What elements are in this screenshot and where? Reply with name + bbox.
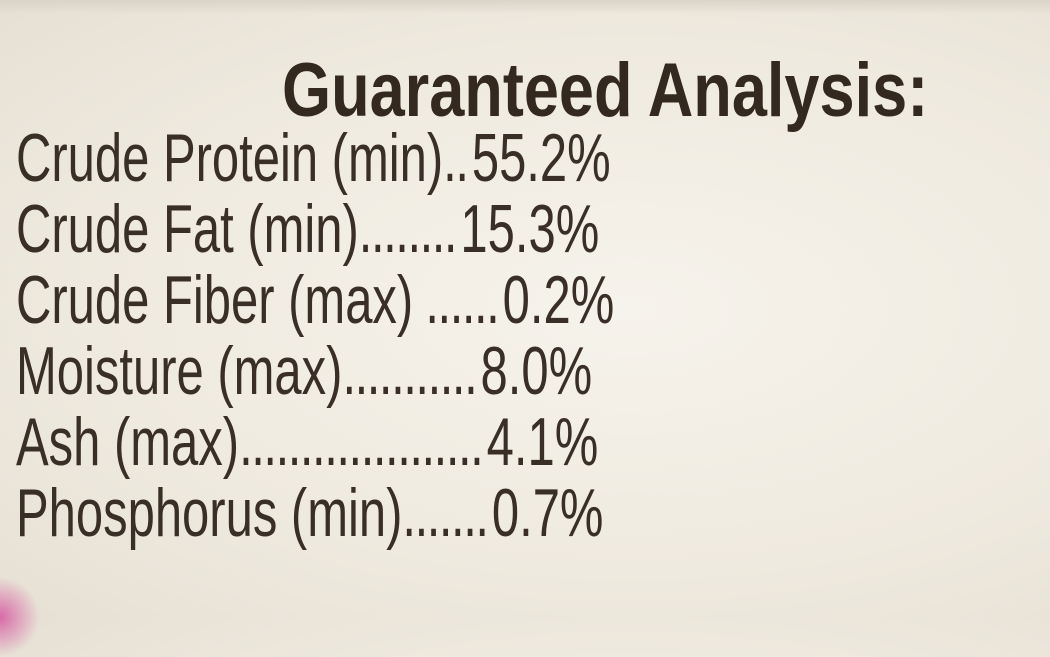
nutrient-value: 8.0%	[480, 333, 593, 409]
nutrient-name: Phosphorus (min)	[16, 475, 403, 551]
analysis-row-crude-fat: Crude Fat (min)........15.3%	[16, 195, 599, 263]
nutrient-value: 4.1%	[486, 404, 599, 480]
analysis-row-crude-fiber: Crude Fiber (max) ......0.2%	[16, 266, 614, 334]
analysis-row-crude-protein: Crude Protein (min)..55.2%	[16, 124, 611, 192]
nutrient-name: Crude Fiber (max)	[16, 262, 414, 338]
analysis-row-phosphorus: Phosphorus (min).......0.7%	[16, 479, 603, 547]
leader-dots: ..	[443, 120, 469, 196]
leader-dots: .......	[402, 475, 489, 551]
nutrient-name: Moisture (max)	[16, 333, 343, 409]
leader-dots: ....................	[239, 404, 484, 480]
analysis-row-moisture: Moisture (max)...........8.0%	[16, 337, 592, 405]
nutrient-name: Crude Protein (min)	[16, 120, 444, 196]
label-top-edge	[0, 0, 1050, 14]
leader-dots: ......	[413, 262, 499, 338]
nutrient-name: Ash (max)	[16, 404, 240, 480]
nutrient-value: 15.3%	[460, 191, 600, 267]
nutrient-value: 0.7%	[491, 475, 604, 551]
nutrient-value: 0.2%	[502, 262, 615, 338]
guaranteed-analysis-title: Guaranteed Analysis:	[282, 48, 929, 133]
package-pink-corner	[0, 577, 40, 657]
nutrient-name: Crude Fat (min)	[16, 191, 359, 267]
leader-dots: ........	[358, 191, 458, 267]
leader-dots: ...........	[342, 333, 477, 409]
nutrient-value: 55.2%	[471, 120, 611, 196]
analysis-row-ash: Ash (max)....................4.1%	[16, 408, 598, 476]
